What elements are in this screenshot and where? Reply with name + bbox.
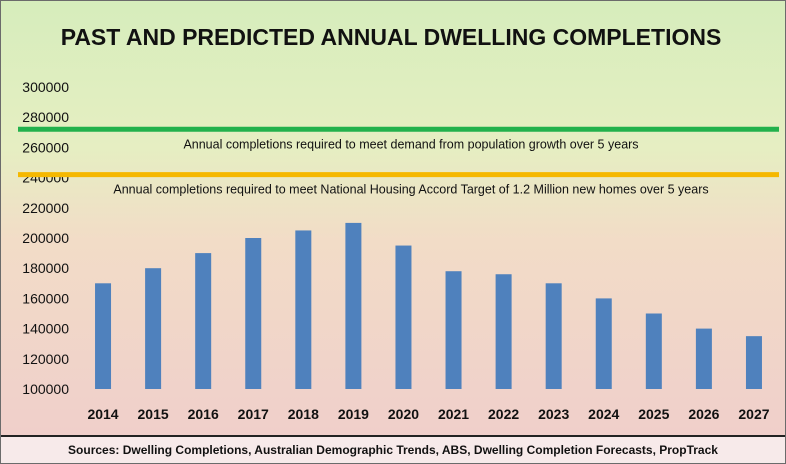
sources-footer: Sources: Dwelling Completions, Australia… [1,435,785,463]
x-tick-label: 2015 [138,406,169,422]
x-tick-label: 2018 [288,406,319,422]
y-tick-label: 300000 [22,79,69,95]
bar [395,245,412,389]
bar [295,230,312,389]
bar [495,274,512,389]
chart-svg: PAST AND PREDICTED ANNUAL DWELLING COMPL… [18,24,779,422]
x-axis: 2014 2015 2016 2017 2018 2019 2020 2021 2022 2023… [87,406,769,422]
y-tick-label: 160000 [22,290,69,306]
x-tick-label: 2021 [438,406,469,422]
x-tick-label: 2016 [188,406,219,422]
x-tick-label: 2019 [338,406,369,422]
y-tick-label: 100000 [22,381,69,397]
x-tick-label: 2026 [688,406,719,422]
y-tick-label: 140000 [22,321,69,337]
y-tick-label: 240000 [22,170,69,186]
x-tick-label: 2020 [388,406,419,422]
y-tick-label: 280000 [22,109,69,125]
y-axis: 100000 120000 140000 160000 180000 200000 2200… [22,79,69,397]
y-tick-label: 220000 [22,200,69,216]
x-tick-label: 2022 [488,406,519,422]
x-tick-label: 2017 [238,406,269,422]
bar [545,283,562,389]
reference-line-label: Annual completions required to meet dema… [183,137,638,151]
x-tick-label: 2025 [638,406,669,422]
bar [595,298,612,389]
x-tick-label: 2024 [588,406,619,422]
bar [645,313,662,389]
x-tick-label: 2023 [538,406,569,422]
bar [445,271,462,389]
x-tick-label: 2014 [87,406,118,422]
y-tick-label: 180000 [22,260,69,276]
y-tick-label: 260000 [22,139,69,155]
bar [195,253,212,389]
bar [145,268,162,389]
reference-lines: Annual completions required to meet dema… [18,126,779,197]
chart-title: PAST AND PREDICTED ANNUAL DWELLING COMPL… [61,24,722,50]
y-tick-label: 120000 [22,351,69,367]
bar [95,283,112,389]
x-tick-label: 2027 [738,406,769,422]
bar [245,238,262,389]
y-tick-label: 200000 [22,230,69,246]
bar-series [95,222,762,389]
reference-line-label: Annual completions required to meet Nati… [113,183,708,197]
bar [695,328,712,389]
bar [745,336,762,389]
bar [345,222,362,389]
